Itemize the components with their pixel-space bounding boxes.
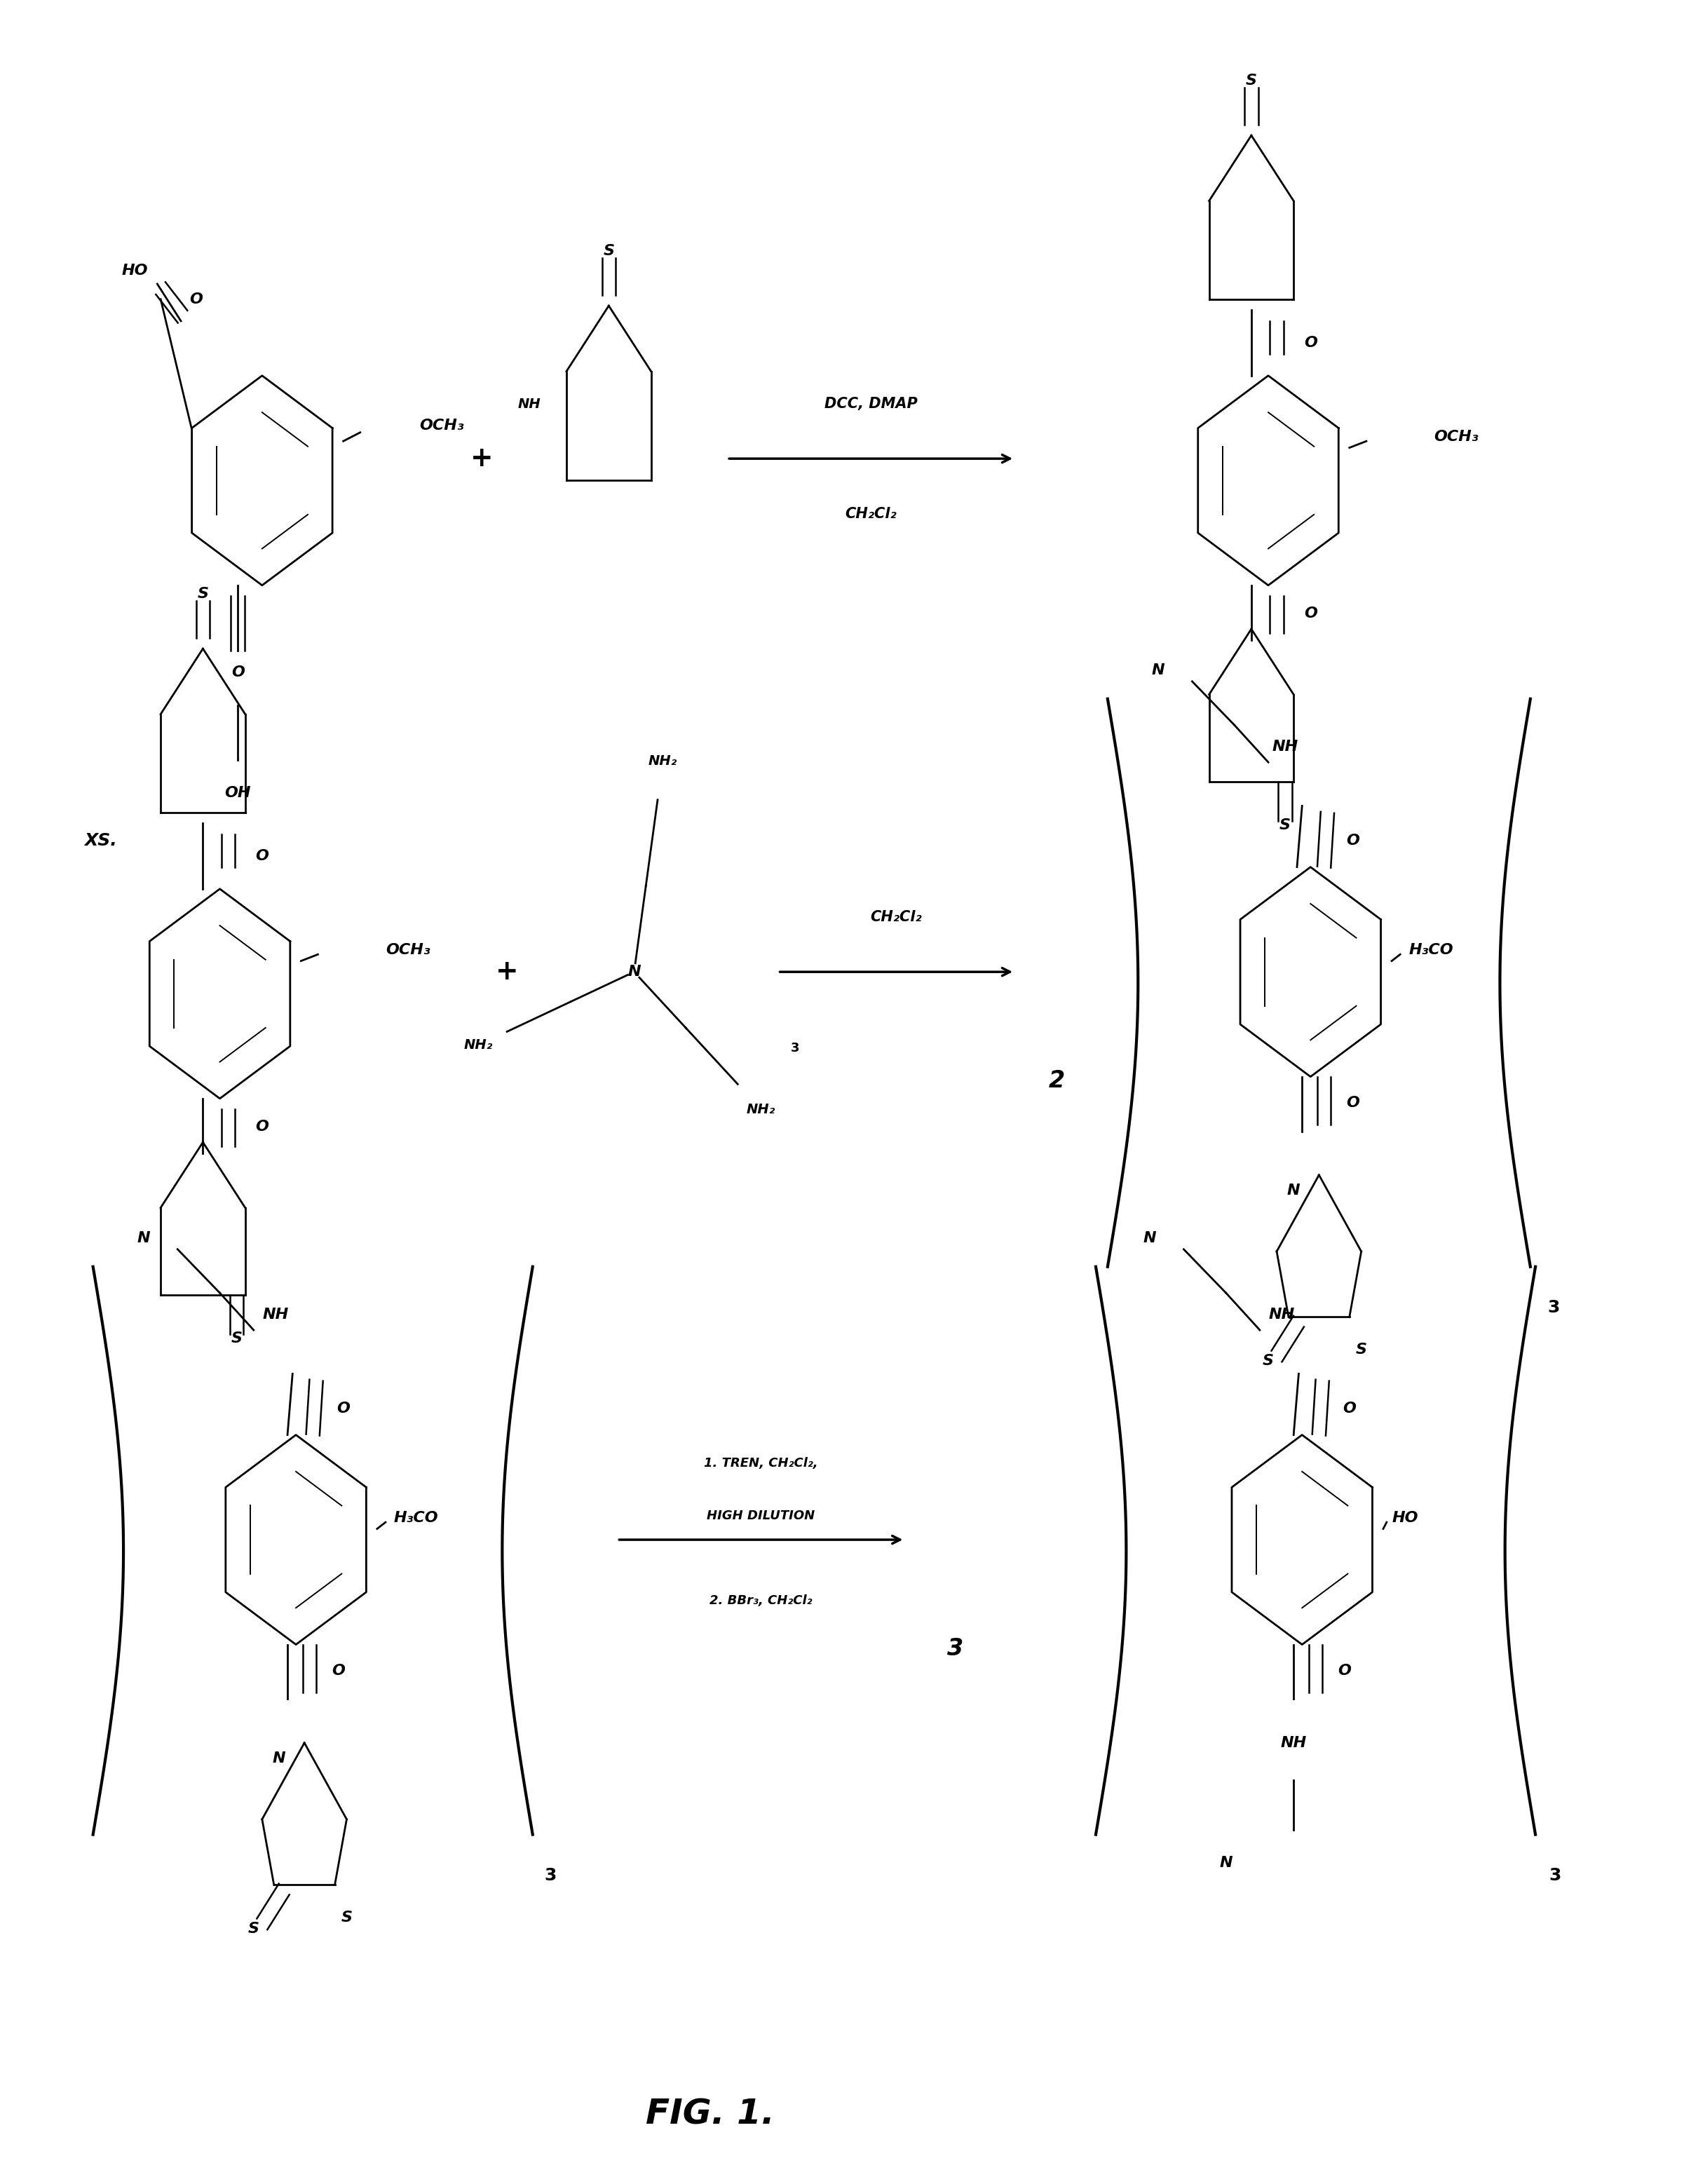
Text: NH₂: NH₂ — [747, 1103, 776, 1116]
Text: S: S — [1356, 1343, 1366, 1356]
Text: 3: 3 — [790, 1042, 800, 1055]
Text: NH: NH — [1268, 1308, 1295, 1321]
Text: O: O — [1338, 1664, 1351, 1677]
Text: +: + — [495, 959, 519, 985]
Text: O: O — [255, 850, 269, 863]
Text: 3: 3 — [1547, 1299, 1559, 1317]
Text: CH₂Cl₂: CH₂Cl₂ — [845, 507, 896, 520]
Text: O: O — [1346, 1096, 1360, 1109]
Text: O: O — [255, 1120, 269, 1133]
Text: XS.: XS. — [85, 832, 117, 850]
Text: OCH₃: OCH₃ — [419, 419, 463, 432]
Text: S: S — [604, 245, 614, 258]
Text: FIG. 1.: FIG. 1. — [646, 2097, 774, 2132]
Text: NH: NH — [1272, 740, 1299, 753]
Text: OH: OH — [225, 786, 250, 799]
Text: HO: HO — [122, 264, 149, 277]
Text: O: O — [189, 293, 203, 306]
Text: O: O — [232, 666, 245, 679]
Text: O: O — [1346, 834, 1360, 847]
Text: N: N — [1143, 1232, 1157, 1245]
Text: N: N — [1287, 1184, 1300, 1197]
Text: HIGH DILUTION: HIGH DILUTION — [707, 1509, 815, 1522]
Text: OCH₃: OCH₃ — [1434, 430, 1478, 443]
Text: HO: HO — [1392, 1511, 1419, 1524]
Text: S: S — [198, 587, 208, 601]
Text: N: N — [272, 1752, 286, 1765]
Text: S: S — [342, 1911, 352, 1924]
Text: NH: NH — [262, 1308, 289, 1321]
Text: O: O — [1304, 607, 1317, 620]
Text: H₃CO: H₃CO — [1409, 943, 1453, 957]
Text: O: O — [1343, 1402, 1356, 1415]
Text: S: S — [1280, 819, 1290, 832]
Text: CH₂Cl₂: CH₂Cl₂ — [871, 911, 922, 924]
Text: 3: 3 — [545, 1867, 556, 1885]
Text: O: O — [331, 1664, 345, 1677]
Text: +: + — [470, 446, 494, 472]
Text: NH: NH — [1280, 1736, 1307, 1749]
Text: 3: 3 — [947, 1638, 964, 1660]
Text: O: O — [1304, 336, 1317, 349]
Text: 1. TREN, CH₂Cl₂,: 1. TREN, CH₂Cl₂, — [703, 1457, 818, 1470]
Text: 2: 2 — [1048, 1070, 1065, 1092]
Text: N: N — [1219, 1856, 1233, 1870]
Text: O: O — [337, 1402, 350, 1415]
Text: NH₂: NH₂ — [648, 753, 678, 769]
Text: 2. BBr₃, CH₂Cl₂: 2. BBr₃, CH₂Cl₂ — [710, 1594, 812, 1607]
Text: NH₂: NH₂ — [463, 1037, 492, 1053]
Text: DCC, DMAP: DCC, DMAP — [824, 397, 918, 411]
Text: NH: NH — [517, 397, 541, 411]
Text: N: N — [1152, 664, 1165, 677]
Text: N: N — [627, 965, 641, 978]
Text: S: S — [249, 1922, 259, 1935]
Text: OCH₃: OCH₃ — [386, 943, 430, 957]
Text: 3: 3 — [1549, 1867, 1561, 1885]
Text: H₃CO: H₃CO — [394, 1511, 438, 1524]
Text: S: S — [232, 1332, 242, 1345]
Text: N: N — [137, 1232, 150, 1245]
Text: S: S — [1263, 1354, 1273, 1367]
Text: S: S — [1246, 74, 1256, 87]
